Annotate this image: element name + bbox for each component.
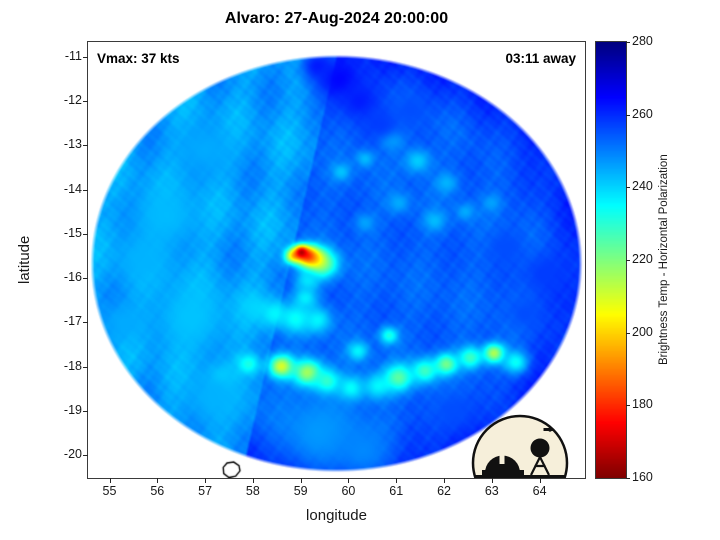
x-tick-mark: [157, 478, 159, 483]
y-tick-mark: [83, 366, 88, 368]
colorbar-tick-label: 280: [632, 34, 653, 48]
x-tick-label: 61: [389, 484, 404, 498]
x-tick-mark: [109, 478, 111, 483]
x-tick-label: 62: [437, 484, 451, 498]
colorbar-tick-mark: [626, 332, 630, 334]
radome-icon: [530, 438, 550, 458]
colorbar-gradient: [596, 42, 626, 478]
y-tick-label: -16: [63, 270, 82, 285]
y-tick-mark: [83, 233, 88, 235]
y-tick-mark: [83, 189, 88, 191]
x-tick-mark: [396, 478, 398, 483]
x-tick-mark: [539, 478, 541, 483]
colorbar-tick-mark: [626, 42, 630, 43]
y-axis-label: latitude: [16, 235, 33, 285]
y-tick-label: -13: [63, 137, 82, 152]
brightness-temp-swath-image: [88, 42, 585, 478]
y-tick-label: -15: [63, 225, 82, 240]
colorbar-tick-label: 240: [632, 179, 653, 194]
y-tick-label: -19: [63, 402, 82, 417]
x-tick-mark: [300, 478, 302, 483]
y-tick-mark: [83, 145, 88, 147]
colorbar-tick-label: 220: [632, 252, 653, 266]
x-tick-label: 59: [293, 484, 308, 498]
y-tick-mark: [83, 101, 88, 103]
x-tick-mark: [444, 478, 446, 483]
y-tick-mark: [83, 322, 88, 324]
y-tick-label: -12: [63, 93, 82, 108]
plot-title: Alvaro: 27-Aug-2024 20:00:00: [224, 10, 449, 27]
y-tick-mark: [83, 57, 88, 59]
x-tick-label: 60: [341, 484, 356, 498]
y-tick-mark: [83, 278, 88, 280]
cimss-logo: CIMSS: [471, 414, 569, 478]
colorbar-label: Brightness Temp - Horizontal Polarizatio…: [658, 154, 670, 366]
x-axis-label: longitude: [306, 507, 367, 524]
y-tick-label: -11: [64, 49, 82, 64]
x-tick-mark: [252, 478, 254, 483]
y-tick-mark: [83, 410, 88, 412]
radome-tower-legs: [530, 456, 550, 476]
y-tick-label: -17: [63, 314, 82, 329]
plot-area: Vmax: 37 kts 03:11 away CIMSS: [87, 41, 586, 479]
x-tick-label: 58: [245, 484, 260, 498]
x-tick-mark: [205, 478, 207, 483]
x-tick-label: 64: [532, 484, 547, 498]
observatory-dome-icon: [485, 455, 520, 473]
x-tick-label: 57: [198, 484, 213, 498]
colorbar-tick-mark: [626, 260, 630, 261]
x-tick-label: 55: [102, 484, 117, 498]
dome-slit: [499, 451, 505, 464]
y-tick-mark: [83, 455, 88, 456]
colorbar-tick-label: 200: [632, 324, 653, 339]
colorbar-tick-label: 180: [632, 397, 653, 412]
colorbar-tick-mark: [626, 478, 630, 479]
y-tick-label: -20: [63, 447, 82, 461]
eta-annotation: 03:11 away: [505, 51, 576, 66]
colorbar-tick-label: 260: [632, 106, 653, 121]
x-tick-mark: [491, 478, 493, 483]
vmax-annotation: Vmax: 37 kts: [97, 51, 180, 66]
x-tick-label: 56: [150, 484, 165, 498]
colorbar: [595, 41, 627, 479]
y-tick-label: -18: [63, 358, 82, 373]
colorbar-tick-mark: [626, 405, 630, 407]
logo-text-band: [473, 475, 567, 478]
dome-base: [482, 470, 524, 475]
x-tick-mark: [348, 478, 350, 483]
colorbar-tick-mark: [626, 114, 630, 116]
colorbar-tick-mark: [626, 187, 630, 189]
y-tick-label: -14: [63, 181, 82, 196]
colorbar-tick-label: 160: [632, 470, 653, 484]
x-tick-label: 63: [484, 484, 499, 498]
